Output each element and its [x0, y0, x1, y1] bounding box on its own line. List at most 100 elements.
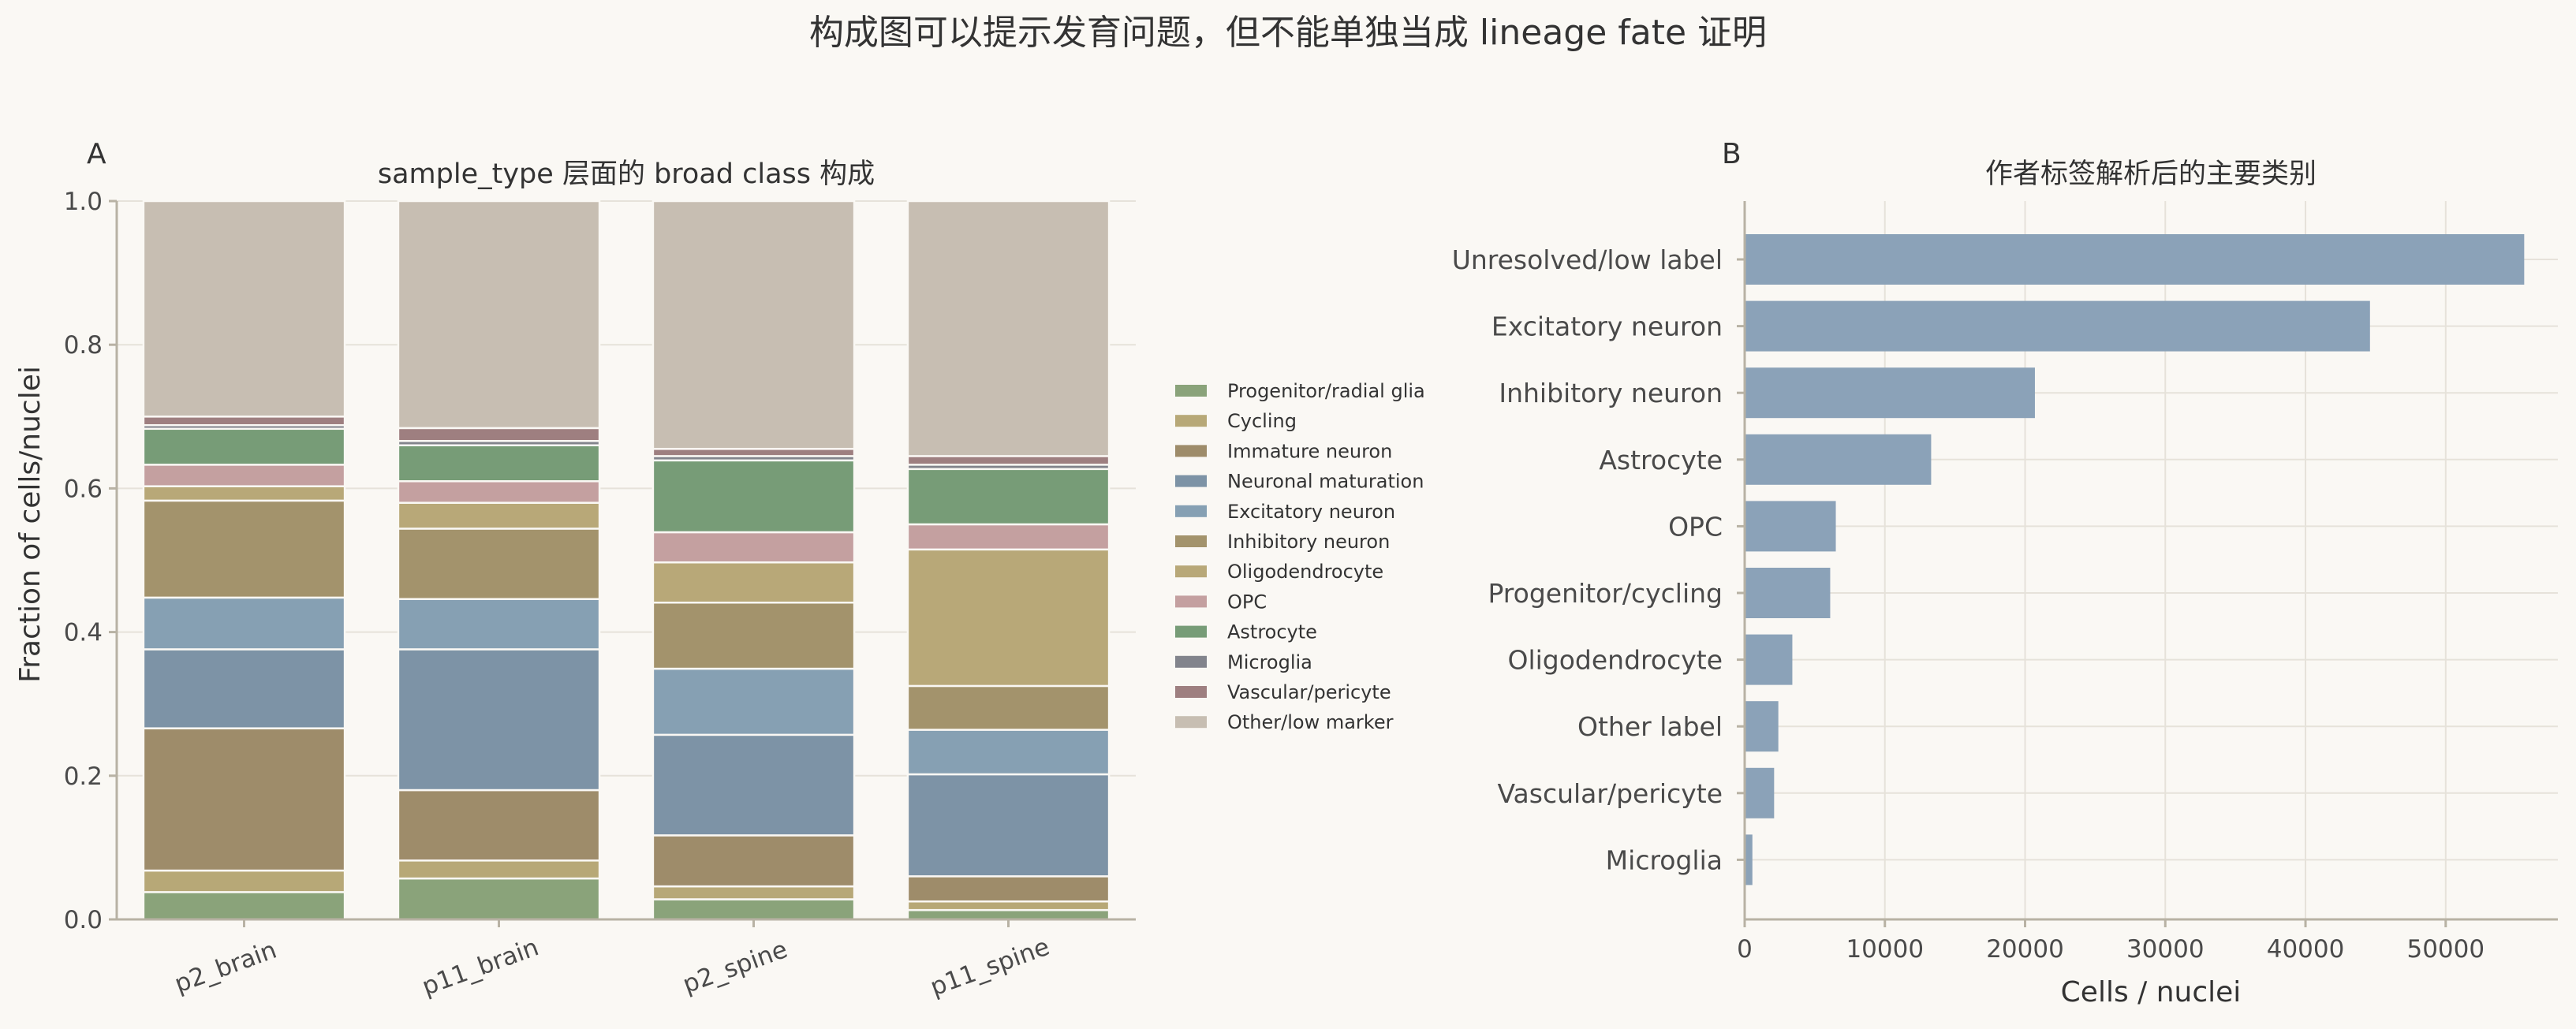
- bar-OPC: [1745, 501, 1836, 552]
- bar-stack-p11_spine: [906, 199, 1111, 921]
- category-label: Microglia: [1606, 844, 1723, 875]
- legend-label: Progenitor/radial glia: [1227, 380, 1425, 402]
- legend-swatch: [1175, 655, 1207, 668]
- bar-segment: [906, 455, 1111, 466]
- bar-segment: [397, 199, 601, 430]
- bar-segment: [142, 427, 346, 466]
- x-tick-label: p2_spine: [679, 935, 791, 999]
- panel-a-letter: A: [87, 138, 106, 170]
- y-tick-label: 0.6: [64, 475, 103, 503]
- bar-segment: [397, 789, 601, 862]
- bar-segment: [397, 427, 601, 442]
- category-count-chart: B 作者标签解析后的主要类别 0 10000 20000 30000 40000 5000…: [1452, 138, 2558, 1008]
- panel-b-title: 作者标签解析后的主要类别: [1985, 158, 2317, 190]
- category-label: Inhibitory neuron: [1499, 378, 1723, 408]
- bar-segment: [906, 548, 1111, 688]
- legend-label: Immature neuron: [1227, 440, 1392, 462]
- bar-segment: [397, 528, 601, 600]
- legend-label: Vascular/pericyte: [1227, 681, 1391, 703]
- bar-Inhibitory neuron: [1745, 367, 2035, 419]
- bar-segment: [906, 773, 1111, 878]
- panel-a-y-ticks: 0.0 0.2 0.4 0.6 0.8 1.0: [64, 188, 117, 934]
- legend-swatch: [1175, 716, 1207, 729]
- bar-segment: [651, 199, 856, 450]
- panel-a-x-ticks: p2_brain p11_brain p2_spine p11_spine: [171, 919, 1054, 1002]
- panel-b-x-axis-label: Cells / nuclei: [2061, 976, 2242, 1008]
- panel-a-bars: [142, 199, 1111, 921]
- bar-Excitatory neuron: [1745, 300, 2370, 352]
- category-label: Excitatory neuron: [1491, 311, 1723, 342]
- panel-b-bars: [1745, 234, 2525, 885]
- bar-segment: [651, 733, 856, 837]
- panel-b-axes: [1743, 201, 2558, 921]
- bar-segment: [906, 199, 1111, 457]
- bar-segment: [906, 468, 1111, 526]
- stacked-composition-chart: A sample_type 层面的 broad class 构成 0.00.20…: [14, 138, 1425, 1002]
- bar-segment: [142, 648, 346, 729]
- x-tick-label: p11_spine: [927, 933, 1054, 1002]
- panel-b-x-ticks: 0 10000 20000 30000 40000 50000: [1737, 919, 2485, 964]
- legend-swatch: [1175, 535, 1207, 547]
- legend-label: OPC: [1227, 591, 1267, 613]
- panel-a-axes: [115, 201, 1136, 921]
- legend-swatch: [1175, 625, 1207, 638]
- bar-segment: [651, 885, 856, 900]
- bar-Unresolved/low label: [1745, 234, 2525, 285]
- bar-segment: [651, 561, 856, 604]
- category-label: Oligodendrocyte: [1507, 645, 1723, 676]
- x-tick-label: 10000: [1846, 935, 1924, 964]
- legend-swatch: [1175, 385, 1207, 397]
- legend-label: Microglia: [1227, 651, 1312, 673]
- bar-segment: [142, 891, 346, 921]
- legend-swatch: [1175, 445, 1207, 457]
- bar-segment: [142, 199, 346, 418]
- bar-segment: [651, 459, 856, 534]
- panel-a-y-axis-label: Fraction of cells/nuclei: [14, 366, 47, 683]
- category-label: Progenitor/cycling: [1488, 578, 1723, 609]
- bar-stack-p2_brain: [142, 199, 346, 921]
- bar-Microglia: [1745, 834, 1753, 885]
- bar-segment: [397, 648, 601, 792]
- legend-label: Inhibitory neuron: [1227, 531, 1390, 553]
- bar-segment: [142, 596, 346, 651]
- bar-segment: [397, 598, 601, 651]
- y-tick-label: 0.4: [64, 619, 103, 647]
- x-tick-label: 0: [1737, 935, 1753, 964]
- bar-segment: [906, 875, 1111, 903]
- panel-b-letter: B: [1722, 138, 1742, 170]
- bar-segment: [142, 499, 346, 599]
- legend-swatch: [1175, 686, 1207, 698]
- panel-a-title: sample_type 层面的 broad class 构成: [378, 158, 875, 190]
- legend-swatch: [1175, 415, 1207, 427]
- bar-segment: [651, 448, 856, 457]
- legend-label: Cycling: [1227, 410, 1297, 432]
- y-tick-label: 0.8: [64, 331, 103, 360]
- bar-Oligodendrocyte: [1745, 634, 1793, 685]
- bar-segment: [142, 485, 346, 502]
- bar-segment: [906, 523, 1111, 551]
- bar-Astrocyte: [1745, 434, 1932, 485]
- bar-stack-p2_spine: [651, 199, 856, 921]
- bar-segment: [906, 729, 1111, 776]
- legend-swatch: [1175, 595, 1207, 608]
- category-label: Astrocyte: [1599, 445, 1723, 475]
- bar-segment: [906, 900, 1111, 912]
- bar-segment: [142, 416, 346, 427]
- bar-segment: [397, 480, 601, 504]
- bar-segment: [906, 908, 1111, 921]
- bar-Vascular/pericyte: [1745, 767, 1775, 818]
- y-tick-label: 0.2: [64, 762, 103, 791]
- bar-segment: [142, 464, 346, 487]
- panel-a-legend: Progenitor/radial glia Cycling Immature ne…: [1175, 380, 1425, 733]
- category-label: OPC: [1668, 511, 1723, 542]
- bar-segment: [651, 834, 856, 888]
- bar-segment: [142, 869, 346, 893]
- legend-label: Oligodendrocyte: [1227, 561, 1383, 583]
- x-tick-label: 20000: [1986, 935, 2064, 964]
- panel-b-category-labels: Unresolved/low label Excitatory neuron Inh…: [1452, 244, 1745, 875]
- legend-label: Other/low marker: [1227, 711, 1394, 733]
- bar-stack-p11_brain: [397, 199, 601, 921]
- bar-segment: [397, 444, 601, 483]
- bar-segment: [651, 601, 856, 670]
